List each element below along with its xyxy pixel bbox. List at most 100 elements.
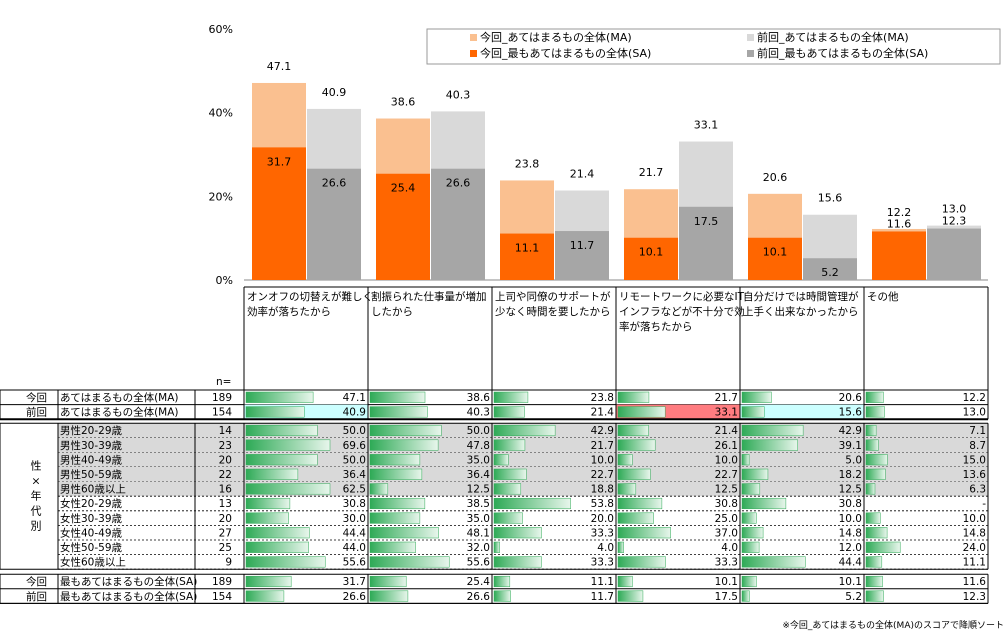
data-label-sa-prev: 11.7 xyxy=(570,239,595,252)
data-label-sa-now: 31.7 xyxy=(267,155,292,168)
cell-bar xyxy=(865,512,881,524)
cell-value: 37.0 xyxy=(715,527,738,539)
cell-bar xyxy=(741,590,750,602)
cell-bar xyxy=(493,590,511,602)
cell-bar xyxy=(865,590,884,602)
legend-swatch xyxy=(747,34,754,41)
cell-value: 5.2 xyxy=(845,591,862,603)
column-header-line: 効率が落ちたから xyxy=(247,305,331,318)
row-n: 189 xyxy=(212,392,232,404)
cell-value: 47.8 xyxy=(467,440,490,452)
column-header-line: リモートワークに必要なIT xyxy=(619,290,745,303)
cell-bar xyxy=(741,406,765,418)
row-n: 25 xyxy=(219,542,232,554)
cell-value: 10.1 xyxy=(839,576,862,588)
cell-bar xyxy=(741,483,761,495)
cell-value: 42.9 xyxy=(591,425,614,437)
cell-bar xyxy=(245,556,326,568)
row-period: 前回 xyxy=(26,406,47,419)
cell-value: 42.9 xyxy=(839,425,862,437)
cell-bar xyxy=(493,391,529,403)
cell-value: 21.7 xyxy=(591,440,614,452)
cell-bar xyxy=(245,468,299,480)
bar-sa-now xyxy=(624,237,678,280)
cell-bar xyxy=(865,527,888,539)
row-label: あてはまるもの全体(MA) xyxy=(60,391,179,404)
cell-value: 10.1 xyxy=(715,576,738,588)
cell-value: 21.4 xyxy=(715,425,739,437)
cell-value: 55.6 xyxy=(467,557,491,569)
cell-value: 50.0 xyxy=(467,425,490,437)
cell-bar xyxy=(493,541,500,553)
cell-bar xyxy=(245,483,331,495)
cell-value: 18.8 xyxy=(591,484,614,496)
cell-value: 35.0 xyxy=(467,513,490,525)
row-n: 9 xyxy=(225,557,232,569)
cell-value: 50.0 xyxy=(343,425,366,437)
cell-bar xyxy=(493,454,509,466)
cell-bar xyxy=(245,512,289,524)
cell-value: 20.0 xyxy=(591,513,614,525)
data-label-sa-now: 10.1 xyxy=(639,246,664,259)
cell-bar xyxy=(865,406,885,418)
data-label-sa-now: 10.1 xyxy=(763,246,788,259)
cell-bar xyxy=(493,406,525,418)
cell-bar xyxy=(493,468,527,480)
row-label: 男性40-49歳 xyxy=(60,453,123,466)
cell-value: 38.6 xyxy=(467,392,491,404)
cell-value: 38.5 xyxy=(467,498,490,510)
column-header-line: したから xyxy=(371,306,413,318)
row-label: 最もあてはまるもの全体(SA) xyxy=(60,590,197,603)
cell-bar xyxy=(865,439,879,451)
bar-sa-prev xyxy=(555,231,609,280)
y-tick-label: 20% xyxy=(209,190,233,203)
cell-bar xyxy=(617,575,633,588)
cell-bar xyxy=(245,590,285,602)
cell-bar xyxy=(245,439,331,451)
cell-bar xyxy=(245,575,292,588)
cell-bar xyxy=(369,468,423,480)
cell-bar xyxy=(741,391,772,403)
cell-value: 12.5 xyxy=(839,484,862,496)
bar-sa-now xyxy=(748,237,802,280)
data-label-ma-now: 38.6 xyxy=(391,96,416,109)
cell-bar xyxy=(617,527,671,539)
row-label: あてはまるもの全体(MA) xyxy=(60,406,179,419)
column-header-line: オンオフの切替えが難しく xyxy=(247,290,373,303)
cell-bar xyxy=(369,556,450,568)
cell-bar xyxy=(369,541,416,553)
cell-value: 12.3 xyxy=(963,591,986,603)
cell-value: 31.7 xyxy=(343,576,366,588)
cell-value: 11.1 xyxy=(591,576,614,588)
cell-value: 5.0 xyxy=(845,454,862,466)
cell-bar xyxy=(245,454,318,466)
data-label-sa-now: 11.6 xyxy=(887,217,912,230)
cell-value: 11.6 xyxy=(963,576,987,588)
cell-bar xyxy=(865,541,901,553)
cell-value: 32.0 xyxy=(467,542,490,554)
cell-bar xyxy=(493,483,522,495)
cell-bar xyxy=(493,512,523,524)
cell-value: 47.1 xyxy=(343,392,366,404)
cell-value: 33.3 xyxy=(715,557,738,569)
cell-bar xyxy=(741,575,757,588)
cell-value: - xyxy=(982,498,986,510)
cell-value: 6.3 xyxy=(969,484,986,496)
cell-value: 62.5 xyxy=(343,484,366,496)
row-n: 20 xyxy=(219,454,232,466)
cell-value: 69.6 xyxy=(343,440,367,452)
data-label-sa-now: 11.1 xyxy=(515,242,540,255)
column-header-line: その他 xyxy=(867,290,899,303)
column-header-line: インフラなどが不十分で効 xyxy=(619,305,745,318)
cell-value: 12.5 xyxy=(467,484,490,496)
cell-bar xyxy=(865,556,883,568)
legend-label: 今回_あてはまるもの全体(MA) xyxy=(480,30,632,44)
cell-value: 26.6 xyxy=(467,591,491,603)
cell-bar xyxy=(369,575,407,588)
cell-value: 33.3 xyxy=(591,527,614,539)
cell-highlight xyxy=(740,404,864,420)
cell-bar xyxy=(493,556,542,568)
bar-sa-now xyxy=(872,231,926,280)
cell-value: 26.6 xyxy=(343,591,367,603)
bar-sa-now xyxy=(376,173,430,280)
